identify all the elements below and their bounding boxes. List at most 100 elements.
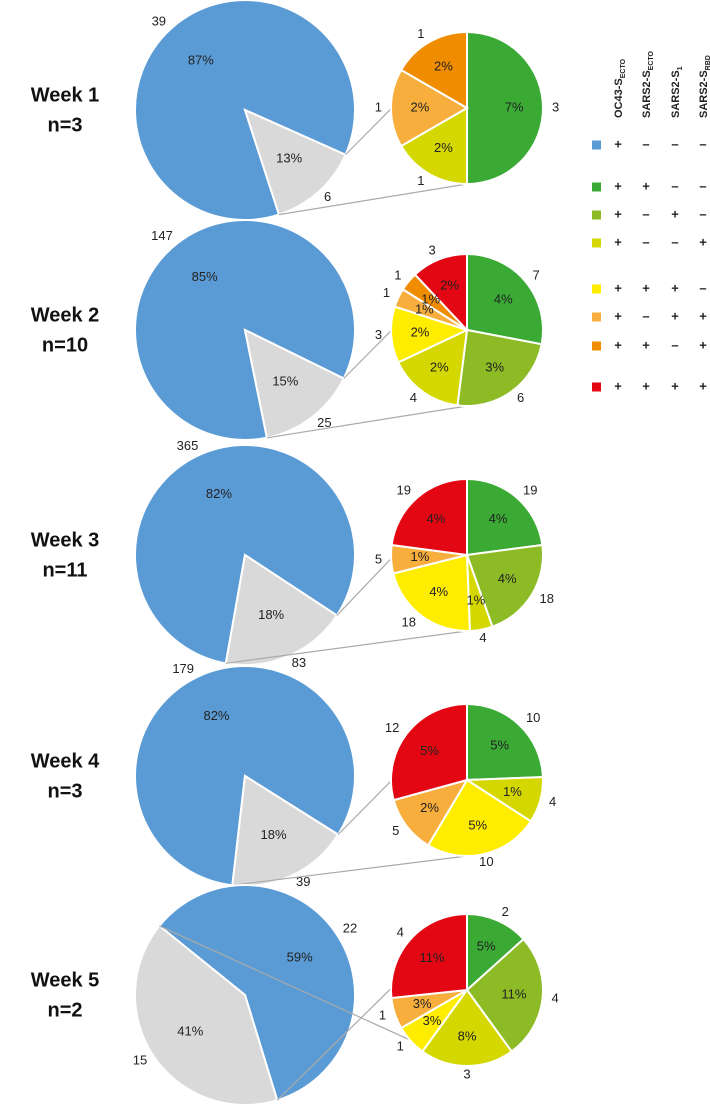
detail-pie-count-label: 3 (428, 242, 435, 257)
detail-pie-count-label: 2 (502, 904, 509, 919)
detail-pie-slice (466, 477, 544, 557)
detail-pie-count-label: 1 (397, 1038, 404, 1053)
legend-sign: + (699, 234, 707, 249)
main-pie-share-label: 85% (192, 269, 218, 284)
detail-pie-slice (413, 252, 468, 333)
legend-sign: – (671, 234, 678, 249)
detail-pie-count-label: 10 (479, 854, 493, 869)
detail-pie-count-label: 12 (385, 720, 399, 735)
connector-line (225, 630, 468, 664)
detail-pie-count-label: 4 (549, 794, 556, 809)
chart-subtitle: n=3 (47, 780, 82, 802)
detail-pie-slice (466, 252, 544, 346)
legend-sign: + (614, 178, 622, 193)
legend-sign: + (699, 308, 707, 323)
legend-sign: + (614, 136, 622, 151)
legend-header: SARS2-S1 (670, 66, 684, 118)
connector-line (266, 405, 468, 439)
legend-sign: + (671, 308, 679, 323)
main-pie-share-label: 59% (287, 949, 313, 964)
main-pie-share-label: 82% (206, 486, 232, 501)
main-pie-count-label: 365 (177, 438, 199, 453)
detail-pie-count-label: 3 (552, 99, 559, 114)
detail-pie-count-label: 4 (397, 925, 404, 940)
detail-pie-slice (390, 702, 468, 802)
detail-pie-count-label: 18 (402, 614, 416, 629)
legend-swatch (592, 312, 601, 322)
detail-pie-share-label: 1% (415, 301, 434, 316)
detail-pie-share-label: 11% (419, 950, 444, 965)
main-pie-share-label: 87% (188, 52, 214, 67)
detail-pie-share-label: 3% (423, 1013, 442, 1028)
detail-pie-share-label: 7% (505, 99, 524, 114)
detail-pie-count-label: 1 (383, 285, 390, 300)
detail-pie-count-label: 18 (540, 591, 554, 606)
legend-swatch (592, 382, 601, 392)
detail-pie-share-label: 5% (468, 817, 487, 832)
detail-pie-share-label: 5% (420, 743, 439, 758)
detail-pie-share-label: 2% (440, 278, 459, 293)
main-pie-count-label: 39 (296, 874, 310, 889)
legend-sign: – (642, 136, 649, 151)
detail-pie-share-label: 1% (411, 549, 430, 564)
legend-sign: – (642, 206, 649, 221)
legend-sign: – (642, 308, 649, 323)
legend-header: SARS2-SRBD (698, 55, 710, 118)
detail-pie-slice (390, 912, 468, 1000)
legend-sign: + (642, 178, 650, 193)
legend-sign: – (699, 280, 706, 295)
main-pie-count-label: 25 (317, 415, 331, 430)
legend-sign: + (642, 378, 650, 393)
detail-pie-count-label: 3 (463, 1066, 470, 1081)
legend-header: SARS2-SECTO (641, 50, 655, 118)
legend-sign: + (614, 308, 622, 323)
detail-pie-slice (392, 553, 471, 632)
detail-pie-slice (426, 778, 533, 857)
main-pie-count-label: 22 (343, 920, 357, 935)
chart-title: Week 2 (31, 304, 100, 326)
detail-pie-slice (392, 778, 470, 847)
legend-header: OC43-SECTO (613, 58, 627, 118)
detail-pie-share-label: 2% (430, 360, 449, 375)
connector-line (232, 855, 468, 886)
detail-pie-slice (420, 988, 514, 1068)
detail-pie-count-label: 5 (392, 823, 399, 838)
main-pie-share-label: 41% (177, 1023, 203, 1038)
detail-pie-share-label: 4% (498, 571, 517, 586)
main-pie-count-label: 147 (151, 228, 173, 243)
detail-pie-slice (399, 30, 468, 110)
detail-pie-slice (396, 328, 469, 407)
main-pie-count-label: 83 (292, 655, 306, 670)
detail-pie-share-label: 2% (411, 324, 430, 339)
legend-sign: + (614, 206, 622, 221)
detail-pie-share-label: 4% (494, 291, 513, 306)
detail-pie-share-label: 4% (427, 511, 446, 526)
chart-title: Week 4 (31, 750, 100, 772)
legend-sign: – (671, 178, 678, 193)
main-pie-slice (224, 553, 339, 666)
legend-header-sub: 1 (677, 66, 684, 70)
connector-line (278, 183, 468, 216)
detail-pie-slice (466, 30, 544, 186)
detail-pie-share-label: 1% (421, 291, 440, 306)
detail-pie-share-label: 5% (490, 737, 509, 752)
main-pie-share-label: 13% (276, 150, 302, 165)
chart-subtitle: n=2 (47, 999, 82, 1021)
legend-sign: + (671, 206, 679, 221)
detail-pie-count-label: 4 (410, 390, 417, 405)
main-pie-share-label: 82% (203, 708, 229, 723)
legend-header-sub: ECTO (648, 50, 655, 70)
detail-pie-count-label: 1 (417, 26, 424, 41)
detail-pie-share-label: 3% (485, 360, 504, 375)
legend-sign: – (699, 178, 706, 193)
detail-pie-share-label: 1% (503, 784, 522, 799)
legend-swatch (592, 140, 601, 150)
detail-pie-share-label: 3% (413, 996, 432, 1011)
detail-pie-share-label: 2% (410, 99, 429, 114)
detail-pie-count-label: 19 (523, 482, 537, 497)
legend-sign: + (671, 280, 679, 295)
main-pie-slice (243, 108, 347, 216)
detail-pie-count-label: 1 (417, 173, 424, 188)
chart-subtitle: n=10 (42, 334, 88, 356)
